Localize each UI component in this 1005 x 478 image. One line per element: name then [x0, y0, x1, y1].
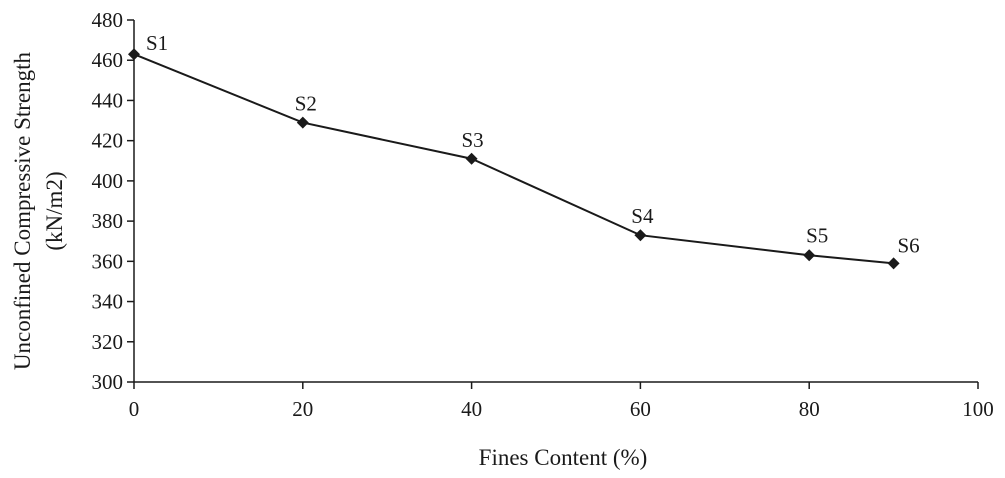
data-point-s4: [634, 229, 647, 242]
data-label-s6: S6: [898, 233, 920, 257]
data-point-s1: [128, 48, 140, 61]
data-label-s2: S2: [295, 92, 317, 116]
data-point-s3: [465, 152, 478, 165]
y-axis: 300 320 340 360 380 400 420 440 460 480: [92, 8, 135, 394]
data-label-s3: S3: [462, 128, 484, 152]
y-tick-label-460: 460: [92, 48, 124, 72]
y-tick-label-300: 300: [92, 370, 124, 394]
data-label-s5: S5: [806, 223, 828, 247]
x-tick-label-20: 20: [292, 397, 313, 421]
data-point-s6: [887, 257, 900, 270]
x-tick-label-80: 80: [799, 397, 820, 421]
x-axis: 0 20 40 60 80 100: [129, 381, 994, 421]
y-tick-label-380: 380: [92, 209, 124, 233]
y-axis-title-line-1: Unconfined Compressive Strength: [10, 51, 35, 370]
y-tick-label-400: 400: [92, 169, 124, 193]
y-tick-label-320: 320: [92, 330, 124, 354]
data-point-s2: [296, 116, 309, 129]
data-label-s4: S4: [631, 204, 654, 228]
y-tick-label-340: 340: [92, 290, 124, 314]
data-point-s5: [803, 249, 816, 262]
y-tick-label-360: 360: [92, 249, 124, 273]
y-axis-title-line-2: (kN/m2): [42, 171, 67, 250]
series-s1-s6: S1 S2 S3 S4 S5 S6: [128, 31, 920, 270]
x-tick-label-100: 100: [962, 397, 994, 421]
y-tick-label-420: 420: [92, 129, 124, 153]
y-tick-label-440: 440: [92, 88, 124, 112]
x-axis-title: Fines Content (%): [479, 445, 648, 470]
series-line-0: [133, 53, 894, 265]
x-tick-label-40: 40: [461, 397, 482, 421]
y-tick-label-480: 480: [92, 8, 124, 32]
data-label-s1: S1: [146, 31, 168, 55]
x-tick-label-60: 60: [630, 397, 651, 421]
x-tick-label-0: 0: [129, 397, 140, 421]
